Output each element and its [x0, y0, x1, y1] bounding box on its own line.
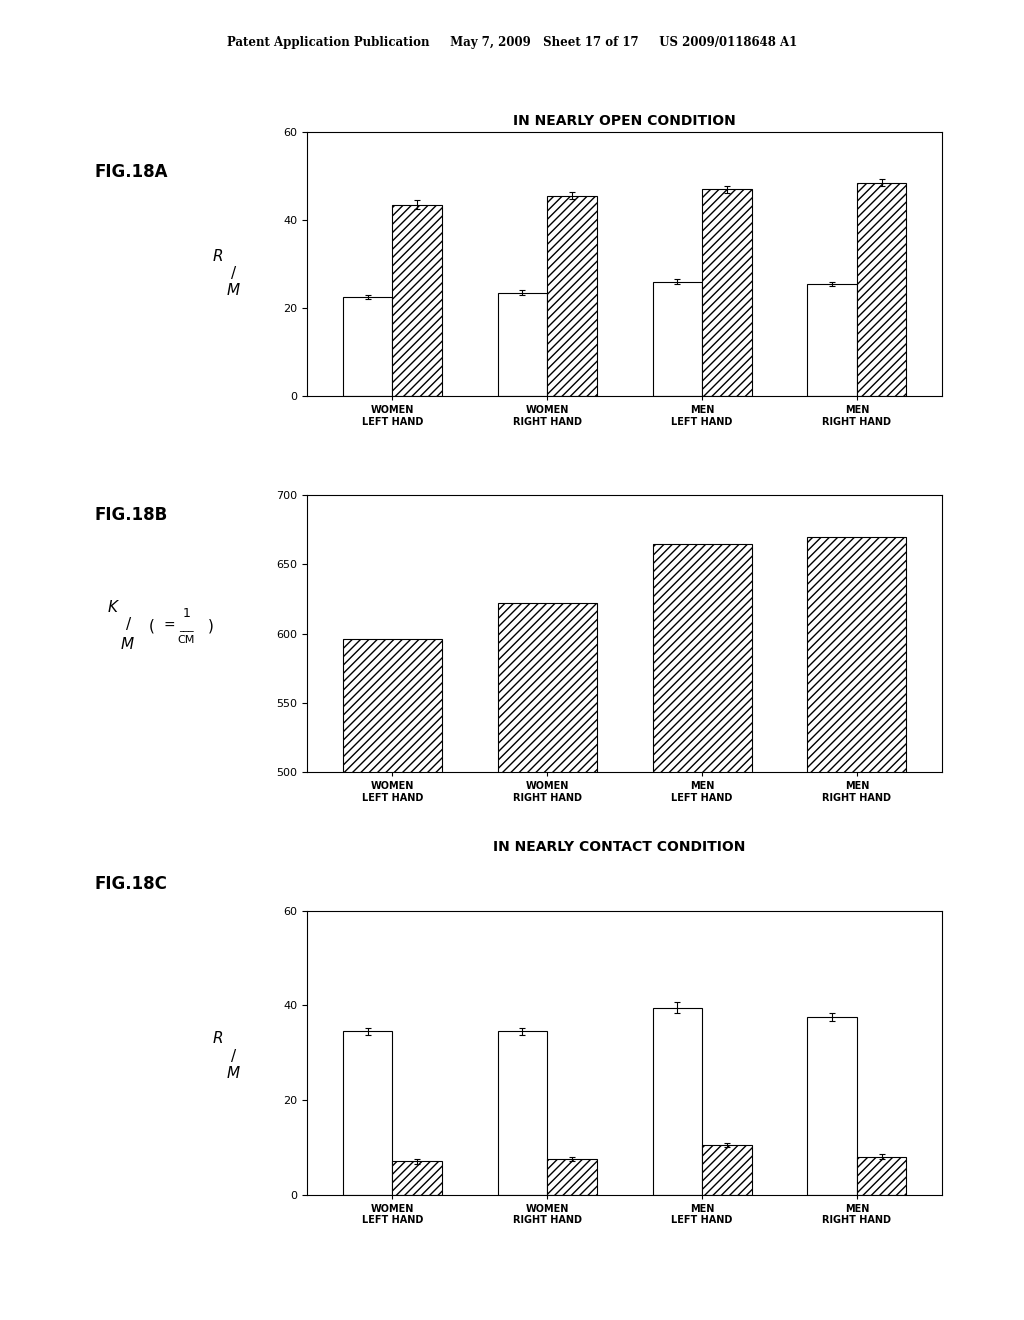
Text: 1: 1 [182, 607, 190, 620]
Text: FIG.18B: FIG.18B [94, 506, 168, 524]
Bar [652, 544, 752, 1320]
Text: /: / [231, 1048, 237, 1064]
Title: IN NEARLY OPEN CONDITION: IN NEARLY OPEN CONDITION [513, 114, 736, 128]
Bar [498, 293, 547, 396]
Text: FIG.18C: FIG.18C [94, 875, 167, 894]
Text: IN NEARLY CONTACT CONDITION: IN NEARLY CONTACT CONDITION [494, 841, 745, 854]
Bar [652, 1007, 702, 1195]
Text: ___: ___ [179, 622, 194, 632]
Text: M: M [226, 1065, 240, 1081]
Text: R: R [213, 1031, 223, 1047]
Bar [702, 189, 752, 396]
Text: ): ) [208, 618, 214, 634]
Bar [498, 1031, 547, 1195]
Text: (: ( [148, 618, 155, 634]
Text: CM: CM [177, 635, 195, 645]
Text: FIG.18A: FIG.18A [94, 162, 168, 181]
Bar [857, 1156, 906, 1195]
Bar [807, 536, 906, 1320]
Bar [807, 284, 857, 396]
Text: M: M [226, 282, 240, 298]
Text: Patent Application Publication     May 7, 2009   Sheet 17 of 17     US 2009/0118: Patent Application Publication May 7, 20… [227, 36, 797, 49]
Text: /: / [126, 616, 131, 632]
Bar [343, 297, 392, 396]
Bar [652, 281, 702, 396]
Text: R: R [213, 248, 223, 264]
Bar [857, 182, 906, 396]
Text: /: / [231, 265, 237, 281]
Bar [547, 1159, 597, 1195]
Bar [343, 639, 442, 1320]
Text: M: M [121, 636, 134, 652]
Bar [392, 205, 442, 396]
Bar [343, 1031, 392, 1195]
Bar [392, 1162, 442, 1195]
Bar [702, 1144, 752, 1195]
Bar [547, 195, 597, 396]
Text: K: K [108, 599, 118, 615]
Bar [498, 603, 597, 1320]
Bar [807, 1018, 857, 1195]
Text: =: = [164, 619, 175, 632]
